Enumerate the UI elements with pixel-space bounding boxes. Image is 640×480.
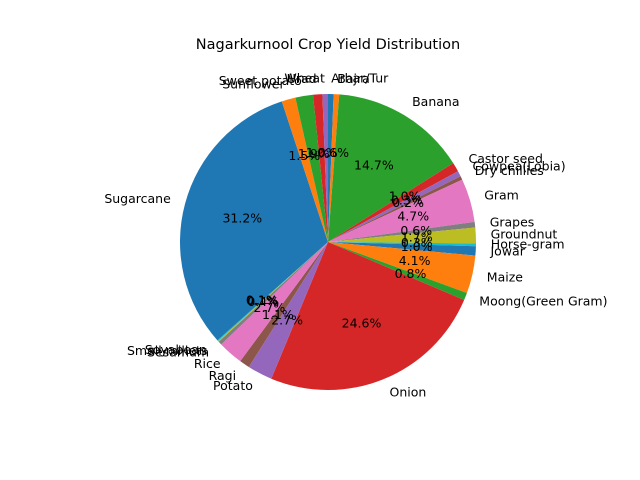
slice-jowar bbox=[328, 242, 476, 256]
slice-soyabean bbox=[217, 242, 328, 342]
slice-pct-bajra: 0.6% bbox=[317, 145, 349, 160]
slice-label-grapes: Grapes bbox=[490, 214, 535, 229]
slice-potato bbox=[248, 242, 328, 379]
slice-urad bbox=[313, 94, 328, 242]
slice-pct-soyabean: 0.1% bbox=[246, 293, 278, 308]
slice-label-wheat: Wheat bbox=[284, 71, 325, 86]
slice-label-dry-chillies: Dry chillies bbox=[475, 163, 544, 178]
slice-label-soyabean: Soyabean bbox=[145, 342, 207, 357]
chart-title: Nagarkurnool Crop Yield Distribution bbox=[196, 37, 460, 53]
slice-label-castor-seed: Castor seed bbox=[469, 151, 543, 166]
slice-wheat bbox=[322, 94, 328, 242]
pie-slices bbox=[180, 94, 476, 391]
slice-pct-rice: 2.7% bbox=[254, 300, 286, 315]
slice-pct-maize: 4.1% bbox=[399, 253, 431, 268]
slice-moong-green-gram bbox=[328, 242, 467, 301]
slice-pct-jowar: 1.0% bbox=[401, 239, 433, 254]
slice-sesamum bbox=[218, 242, 328, 345]
slice-pct-potato: 2.7% bbox=[271, 312, 303, 327]
slice-label-rice: Rice bbox=[194, 356, 221, 371]
slice-label-onion: Onion bbox=[390, 384, 427, 399]
slice-label-moong-green-gram: Moong(Green Gram) bbox=[479, 294, 607, 309]
slice-pct-small-millets: 0.1% bbox=[246, 293, 278, 308]
slice-label-gram: Gram bbox=[484, 188, 519, 203]
slice-pct-sugarcane: 31.2% bbox=[222, 210, 262, 225]
slice-pct-sunflower: 1.5% bbox=[288, 148, 320, 163]
slice-label-cowpea-lobia: Cowpea(Lobia) bbox=[473, 158, 566, 173]
slice-label-groundnut: Groundnut bbox=[491, 226, 558, 241]
slice-pct-sweet-potato: 1.9% bbox=[298, 146, 330, 161]
slice-label-potato: Potato bbox=[213, 378, 253, 393]
slice-label-banana: Banana bbox=[412, 94, 459, 109]
slice-bajra bbox=[328, 94, 340, 242]
slice-groundnut bbox=[328, 227, 476, 244]
slice-pct-banana: 14.7% bbox=[354, 158, 394, 173]
slice-pct-grapes: 0.6% bbox=[400, 223, 432, 238]
slice-pct-cowpea-lobia: 0.3% bbox=[391, 193, 423, 208]
slice-pct-gram: 4.7% bbox=[397, 209, 429, 224]
slice-pct-urad: 1.0% bbox=[306, 145, 338, 160]
slice-cowpea-lobia bbox=[328, 171, 461, 242]
slice-label-ragi: Ragi bbox=[209, 368, 236, 383]
slice-ragi bbox=[240, 242, 328, 368]
slice-gram bbox=[328, 179, 475, 242]
slice-label-jowar: Jowar bbox=[490, 243, 526, 258]
slice-pct-horse-gram: 0.3% bbox=[401, 235, 433, 250]
slice-horse-gram bbox=[328, 242, 476, 247]
slice-label-sesamum: Sesamum bbox=[147, 345, 209, 360]
slice-label-bajra: Bajra bbox=[337, 71, 370, 86]
slice-label-urad: Urad bbox=[287, 71, 317, 86]
slice-label-sugarcane: Sugarcane bbox=[104, 191, 171, 206]
slice-dry-chillies bbox=[328, 176, 463, 242]
slice-pct-sesamum: 0.4% bbox=[247, 294, 279, 309]
slice-arhar-tur bbox=[328, 94, 334, 242]
slice-onion bbox=[271, 242, 465, 391]
slice-pct-castor-seed: 1.0% bbox=[389, 189, 421, 204]
slice-label-horse-gram: Horse-gram bbox=[491, 237, 565, 252]
slice-maize bbox=[328, 242, 476, 294]
slice-sugarcane bbox=[180, 101, 328, 341]
slice-label-arhar-tur: Arhar/Tur bbox=[331, 71, 389, 86]
slice-pct-moong-green-gram: 0.8% bbox=[395, 266, 427, 281]
slice-pct-groundnut: 1.7% bbox=[401, 230, 433, 245]
slice-label-maize: Maize bbox=[487, 269, 523, 284]
slice-sweet-potato bbox=[295, 94, 328, 242]
slice-castor-seed bbox=[328, 163, 459, 242]
slice-pct-ragi: 1.1% bbox=[262, 307, 294, 322]
slice-label-small-millets: Small millets bbox=[127, 343, 207, 358]
slice-grapes bbox=[328, 221, 476, 242]
slice-rice bbox=[221, 242, 328, 362]
slice-pct-dry-chillies: 0.2% bbox=[392, 195, 424, 210]
slice-sunflower bbox=[281, 97, 328, 242]
slice-label-sunflower: Sunflower bbox=[222, 77, 285, 92]
slice-small-millets bbox=[218, 242, 328, 342]
slice-pct-onion: 24.6% bbox=[342, 316, 382, 331]
slice-banana bbox=[328, 94, 454, 243]
slice-label-sweet-potato: Sweet potato bbox=[219, 73, 302, 88]
